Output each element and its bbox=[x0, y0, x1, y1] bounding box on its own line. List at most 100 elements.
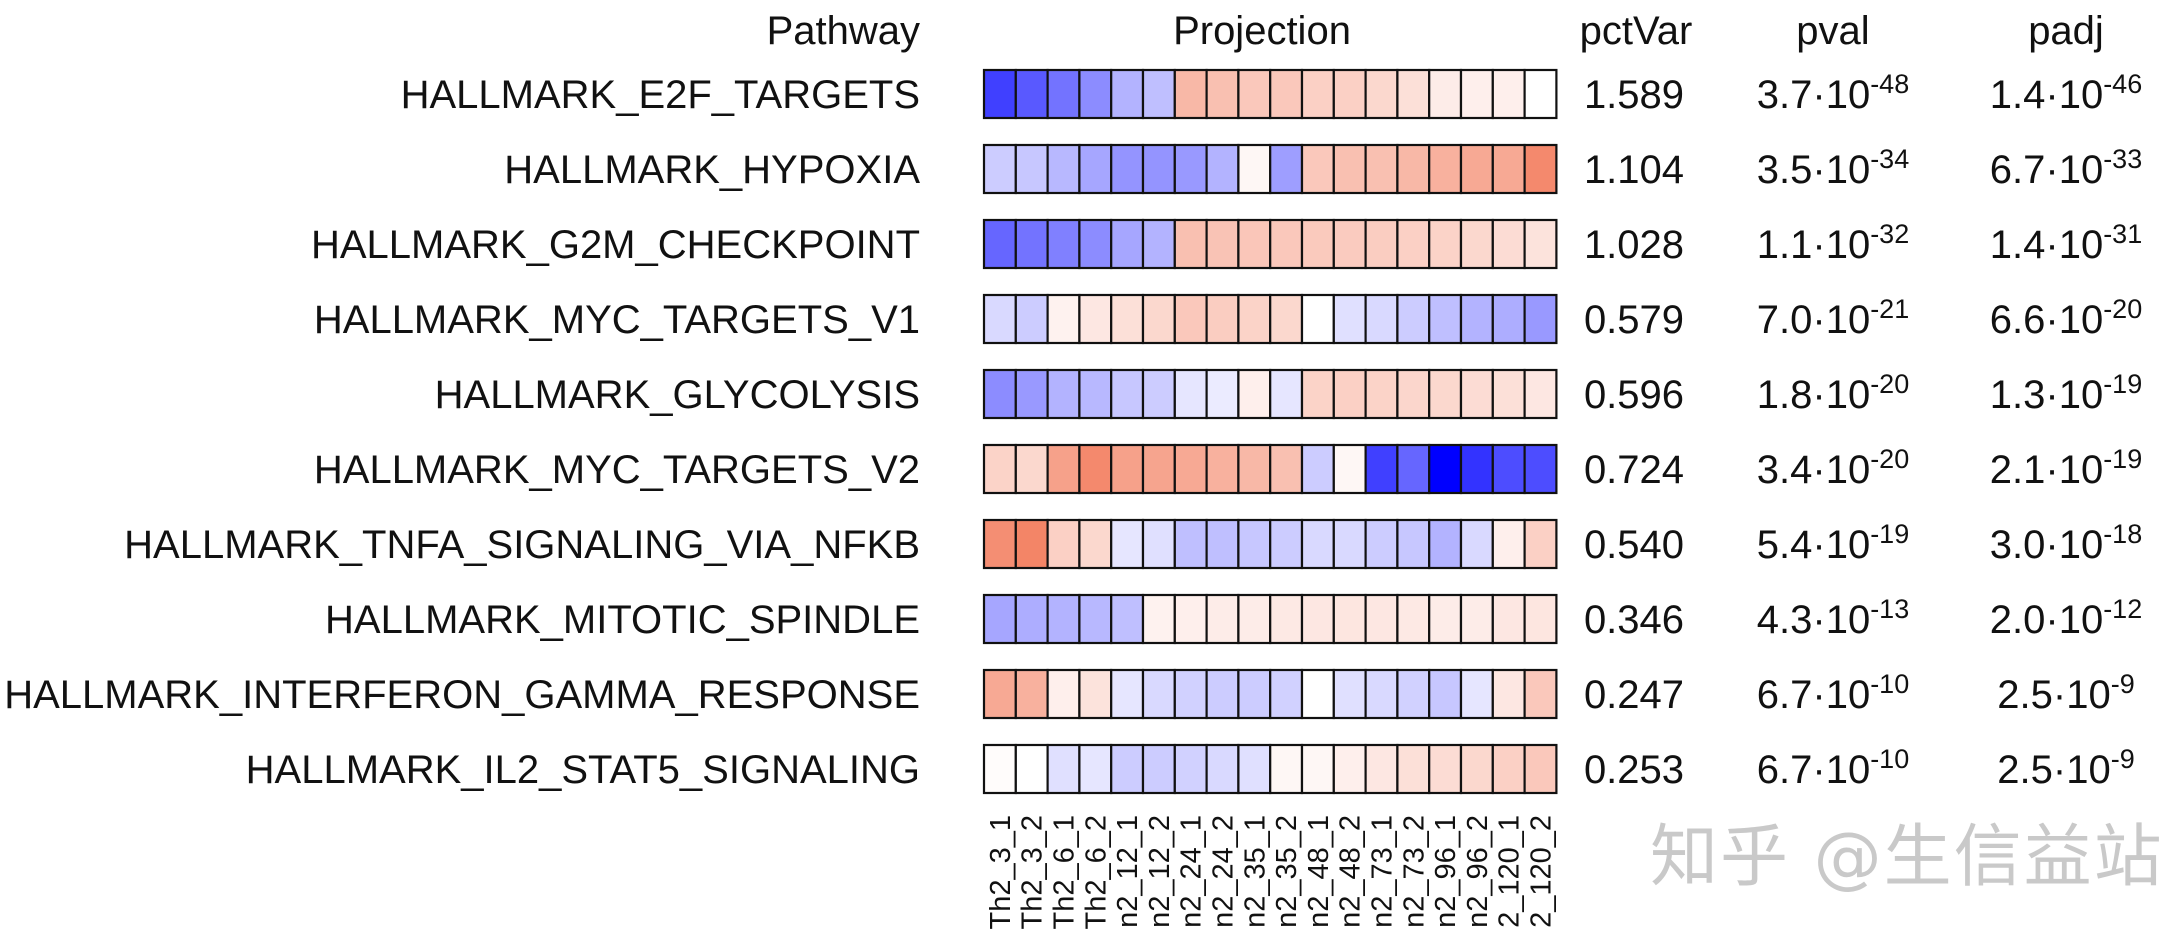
heatmap-cell bbox=[1396, 368, 1431, 420]
heatmap-cell bbox=[1300, 218, 1335, 270]
heatmap-cell bbox=[1141, 593, 1176, 645]
pval-value: 6.7·10-10 bbox=[1757, 669, 1909, 717]
heatmap-cell bbox=[1364, 743, 1399, 795]
pval-value: 5.4·10-19 bbox=[1757, 519, 1909, 567]
heatmap-cell bbox=[1396, 293, 1431, 345]
heatmap-cell bbox=[1110, 293, 1145, 345]
column-tick-label: n2_48_2 bbox=[1335, 815, 1367, 928]
heatmap-cell bbox=[1046, 68, 1081, 120]
heatmap-cell bbox=[1523, 518, 1558, 570]
padj-value-mantissa: 1.4·10 bbox=[1990, 73, 2103, 117]
padj-value: 6.6·10-20 bbox=[1990, 294, 2142, 342]
pval-value-mantissa: 1.1·10 bbox=[1757, 223, 1870, 267]
column-tick-label: 2_120_2 bbox=[1526, 815, 1558, 928]
heatmap-cell bbox=[1300, 518, 1335, 570]
heatmap-row: HALLMARK_MITOTIC_SPINDLE 0.346 4.3·10-13 2.… bbox=[325, 593, 2142, 645]
heatmap-cell bbox=[1141, 293, 1176, 345]
padj-value-mantissa: 2.0·10 bbox=[1990, 598, 2103, 642]
heatmap-cell bbox=[1523, 218, 1558, 270]
column-tick-labels: Th2_3_1 Th2_3_2 Th2_6_1 Th2_6_2 n2_12_1 n2_12… bbox=[985, 815, 1558, 930]
heatmap-cell bbox=[1491, 443, 1526, 495]
heatmap-cell bbox=[1332, 443, 1367, 495]
column-tick-label: Th2_6_2 bbox=[1080, 815, 1112, 930]
watermark-text: 知乎 @生信益站 bbox=[1650, 818, 2164, 897]
heatmap-cell bbox=[1428, 443, 1463, 495]
heatmap-cell bbox=[1046, 293, 1081, 345]
heatmap-cell bbox=[1459, 68, 1494, 120]
pval-value: 6.7·10-10 bbox=[1757, 744, 1909, 792]
heatmap-cell bbox=[1014, 293, 1049, 345]
heatmap-cell bbox=[1364, 293, 1399, 345]
heatmap-cell bbox=[1428, 293, 1463, 345]
heatmap-cell bbox=[1141, 743, 1176, 795]
header-padj: padj bbox=[2028, 9, 2104, 53]
heatmap-cell bbox=[1173, 743, 1208, 795]
heatmap-cell bbox=[982, 443, 1017, 495]
column-tick-label: n2_12_2 bbox=[1144, 815, 1176, 928]
heatmap-row: HALLMARK_HYPOXIA 1.104 3.5·10-34 6.7·10-33 bbox=[504, 143, 2142, 195]
heatmap-cell bbox=[1300, 368, 1335, 420]
heatmap-cell bbox=[1396, 218, 1431, 270]
column-tick-label: n2_48_1 bbox=[1303, 815, 1335, 928]
padj-value-exponent: -9 bbox=[2111, 744, 2135, 774]
heatmap-cell bbox=[1205, 443, 1240, 495]
heatmap-cell bbox=[1205, 668, 1240, 720]
pctvar-value: 0.724 bbox=[1584, 448, 1684, 492]
heatmap-cell bbox=[1523, 593, 1558, 645]
heatmap-cell bbox=[1269, 518, 1304, 570]
heatmap-cell bbox=[1173, 443, 1208, 495]
heatmap-cell bbox=[1300, 68, 1335, 120]
heatmap-cell bbox=[1141, 143, 1176, 195]
pctvar-value: 1.589 bbox=[1584, 73, 1684, 117]
heatmap-cell bbox=[1269, 218, 1304, 270]
padj-value-exponent: -33 bbox=[2103, 144, 2142, 174]
heatmap-cell bbox=[1428, 68, 1463, 120]
heatmap-cell bbox=[1300, 668, 1335, 720]
padj-value-exponent: -9 bbox=[2111, 669, 2135, 699]
heatmap-cell bbox=[1237, 743, 1272, 795]
heatmap-cell bbox=[1014, 518, 1049, 570]
heatmap-cell bbox=[1523, 668, 1558, 720]
column-tick-label: Th2_3_1 bbox=[985, 815, 1017, 930]
heatmap-cell bbox=[1459, 593, 1494, 645]
row-label: HALLMARK_MYC_TARGETS_V2 bbox=[314, 448, 920, 492]
padj-value-exponent: -19 bbox=[2103, 369, 2142, 399]
row-label: HALLMARK_HYPOXIA bbox=[504, 148, 920, 192]
heatmap-cell bbox=[1332, 668, 1367, 720]
pval-value: 1.8·10-20 bbox=[1757, 369, 1909, 417]
heatmap-cell bbox=[1523, 68, 1558, 120]
heatmap-cell bbox=[1269, 293, 1304, 345]
heatmap-cell bbox=[1459, 668, 1494, 720]
heatmap-cell bbox=[982, 218, 1017, 270]
heatmap-cell bbox=[1141, 518, 1176, 570]
heatmap-cell bbox=[1300, 593, 1335, 645]
padj-value: 3.0·10-18 bbox=[1990, 519, 2142, 567]
heatmap-row: HALLMARK_MYC_TARGETS_V2 0.724 3.4·10-20 2.1… bbox=[314, 443, 2142, 495]
heatmap-cell bbox=[1364, 443, 1399, 495]
padj-value-mantissa: 1.4·10 bbox=[1990, 223, 2103, 267]
padj-value-mantissa: 2.5·10 bbox=[1997, 673, 2110, 717]
heatmap-cell bbox=[1332, 743, 1367, 795]
heatmap-cell bbox=[1459, 368, 1494, 420]
heatmap-cell bbox=[1428, 743, 1463, 795]
heatmap-cell bbox=[1459, 443, 1494, 495]
heatmap-cell bbox=[1046, 443, 1081, 495]
padj-value-exponent: -46 bbox=[2103, 69, 2142, 99]
heatmap-row: HALLMARK_MYC_TARGETS_V1 0.579 7.0·10-21 6.6… bbox=[314, 293, 2142, 345]
pval-value-exponent: -10 bbox=[1870, 744, 1909, 774]
padj-value-mantissa: 6.6·10 bbox=[1990, 298, 2103, 342]
heatmap-cell bbox=[1300, 743, 1335, 795]
heatmap-cell bbox=[1269, 68, 1304, 120]
pval-value: 7.0·10-21 bbox=[1757, 294, 1909, 342]
column-tick-label: Th2_3_2 bbox=[1017, 815, 1049, 930]
heatmap-cell bbox=[1141, 668, 1176, 720]
row-label: HALLMARK_MYC_TARGETS_V1 bbox=[314, 298, 920, 342]
heatmap-row: HALLMARK_TNFA_SIGNALING_VIA_NFKB 0.540 5.4… bbox=[124, 518, 2142, 570]
heatmap-cell bbox=[1205, 743, 1240, 795]
heatmap-cell bbox=[1141, 443, 1176, 495]
heatmap-cell bbox=[1269, 743, 1304, 795]
heatmap-cell bbox=[1491, 668, 1526, 720]
heatmap-cell bbox=[1269, 143, 1304, 195]
heatmap-cell bbox=[1046, 368, 1081, 420]
heatmap-cell bbox=[1205, 68, 1240, 120]
